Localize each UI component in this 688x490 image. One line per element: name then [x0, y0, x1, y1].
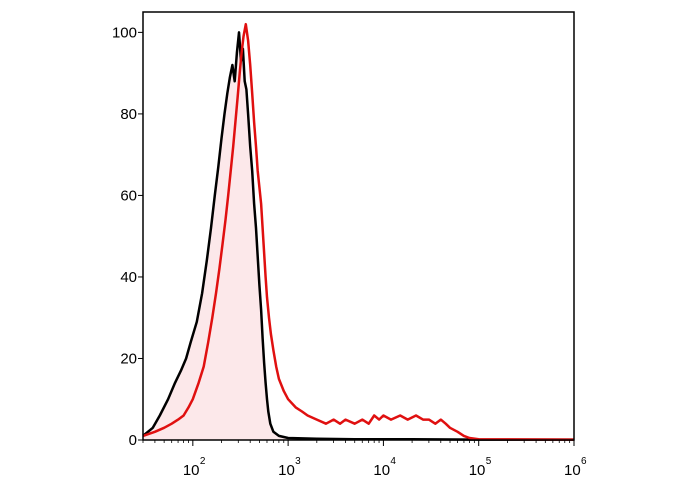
x-tick-exponent: 5	[486, 456, 492, 467]
y-tick-label: 100	[112, 24, 137, 41]
x-tick-label: 10	[183, 462, 200, 479]
y-tick-label: 20	[120, 350, 137, 367]
y-tick-label: 0	[129, 432, 137, 449]
series-0-fill	[143, 32, 574, 441]
series-0-line	[142, 31, 574, 441]
x-tick-label: 10	[564, 462, 581, 479]
x-tick-label: 10	[469, 462, 486, 479]
y-tick-label: 40	[120, 269, 137, 286]
y-tick-label: 60	[120, 187, 137, 204]
y-tick-label: 80	[120, 106, 137, 123]
x-tick-exponent: 2	[200, 456, 206, 467]
series-1-line	[142, 22, 575, 441]
x-tick-exponent: 4	[390, 456, 396, 467]
x-tick-label: 10	[373, 462, 390, 479]
x-tick-label: 10	[278, 462, 295, 479]
x-tick-exponent: 6	[581, 456, 587, 467]
plot-frame	[142, 11, 575, 441]
x-tick-exponent: 3	[295, 456, 301, 467]
